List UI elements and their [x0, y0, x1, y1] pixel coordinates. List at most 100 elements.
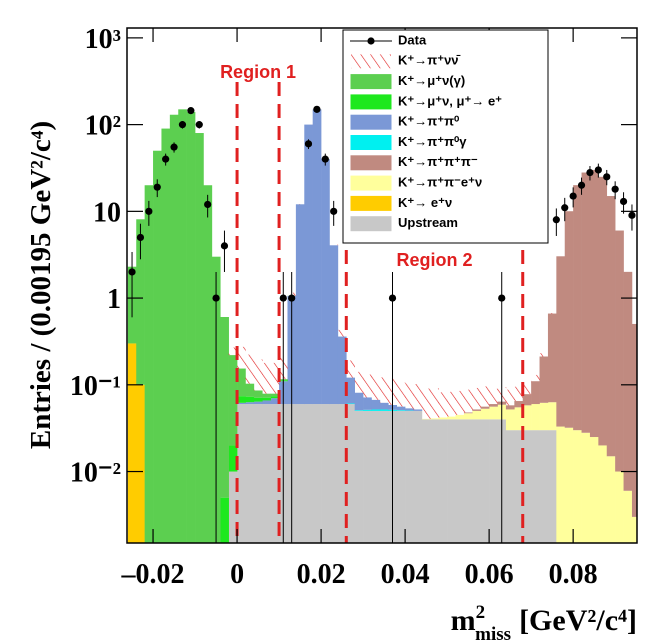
data-point: [321, 155, 329, 163]
histogram-bar: [615, 230, 624, 472]
plot-area: [127, 82, 637, 543]
histogram-bar: [421, 419, 431, 543]
x-tick-label: 0.04: [381, 559, 430, 590]
histogram-bar: [531, 404, 540, 431]
histogram-bar: [489, 404, 498, 407]
histogram-bar: [262, 397, 271, 401]
histogram-bar: [379, 409, 389, 411]
histogram-bar: [606, 456, 616, 543]
legend-label: K⁺→π⁺π⁻e⁺ν: [398, 175, 482, 190]
histogram-bar: [195, 133, 204, 543]
histogram-bar: [430, 419, 440, 543]
histogram-bar: [581, 432, 591, 543]
histogram-bar: [321, 404, 330, 543]
legend-swatch: [350, 74, 392, 90]
legend-label: K⁺→ e⁺ν: [398, 195, 452, 210]
histogram-bar: [346, 377, 355, 404]
histogram-bar: [245, 402, 255, 405]
x-label-sup: 2: [476, 602, 486, 623]
x-label-main: m: [451, 604, 476, 637]
data-point: [170, 143, 178, 151]
histogram-bar: [337, 404, 347, 543]
histogram-bar: [295, 404, 305, 543]
histogram-bar: [421, 388, 431, 419]
data-point: [145, 207, 153, 215]
histogram-bar: [228, 347, 238, 356]
histogram-bar: [186, 111, 196, 543]
histogram-bar: [169, 114, 179, 543]
histogram-bar: [623, 490, 633, 543]
data-point: [136, 233, 145, 242]
histogram-bar: [447, 419, 456, 543]
histogram-bar: [598, 445, 608, 543]
histogram-bar: [228, 471, 238, 543]
histogram-bar: [245, 404, 255, 543]
data-point: [619, 197, 628, 206]
histogram-bar: [547, 402, 557, 431]
histogram-bar: [245, 383, 255, 397]
histogram-bar: [480, 386, 490, 407]
data-point: [288, 294, 296, 302]
histogram-bar: [598, 176, 608, 446]
histogram-bar: [463, 413, 473, 420]
histogram-bar: [556, 426, 566, 543]
histogram-bar: [405, 410, 414, 543]
histogram-bar: [153, 150, 162, 543]
histogram-bar: [127, 343, 137, 543]
legend-label: K⁺→π⁺π⁺π⁻: [398, 154, 478, 169]
histogram-bar: [346, 360, 355, 378]
histogram-bar: [472, 410, 482, 420]
histogram-bar: [396, 406, 406, 411]
y-tick-label: 10: [93, 197, 121, 228]
histogram-bar: [262, 400, 271, 405]
histogram-bar: [354, 410, 364, 411]
histogram-bar: [329, 245, 339, 405]
legend-swatch: [350, 216, 392, 232]
histogram-bar: [396, 410, 406, 543]
histogram-bar: [363, 374, 372, 398]
histogram-bar: [480, 406, 490, 409]
histogram-bar: [573, 430, 582, 543]
histogram-bar: [379, 402, 389, 410]
y-tick-label: 10³: [85, 24, 121, 55]
histogram-bar: [489, 419, 498, 543]
histogram-bar: [472, 409, 482, 411]
histogram-bar: [346, 404, 355, 543]
histogram-bar: [413, 409, 423, 411]
histogram-bar: [514, 386, 524, 402]
x-label-unit: [GeV²/c⁴]: [519, 604, 637, 637]
data-point: [603, 173, 611, 181]
legend-swatch: [350, 135, 392, 150]
histogram-bar: [228, 445, 238, 472]
x-tick-label: 0.06: [465, 559, 514, 590]
histogram-bar: [262, 393, 271, 398]
histogram-bar: [531, 374, 540, 382]
histogram-bar: [337, 336, 347, 405]
histogram-bar: [295, 204, 305, 405]
histogram-bar: [354, 410, 364, 543]
histogram-bar: [405, 383, 414, 409]
histogram-bar: [514, 401, 524, 408]
data-point: [178, 121, 187, 129]
histogram-bar: [539, 353, 549, 357]
histogram-bar: [312, 404, 322, 543]
histogram-bar: [489, 406, 498, 420]
region-label: Region 1: [220, 62, 296, 82]
histogram-bar: [178, 109, 187, 543]
x-axis-label: m2 miss [GeV²/c⁴]: [451, 602, 637, 642]
histogram-bar: [438, 417, 448, 420]
histogram-bar: [136, 219, 145, 385]
legend-label: Upstream: [398, 215, 458, 230]
data-point: [594, 166, 602, 174]
legend-marker: [367, 37, 375, 45]
histogram-bar: [455, 390, 465, 415]
histogram-bar: [270, 396, 280, 399]
histogram-bar: [405, 408, 414, 411]
legend-label: K⁺→μ⁺ν, μ⁺→ e⁺: [398, 93, 502, 108]
histogram-bar: [489, 388, 498, 405]
histogram-bar: [556, 256, 566, 427]
histogram-bar: [539, 356, 549, 403]
histogram-bar: [522, 381, 532, 395]
histogram-bar: [371, 410, 381, 543]
histogram-bar: [480, 408, 490, 420]
